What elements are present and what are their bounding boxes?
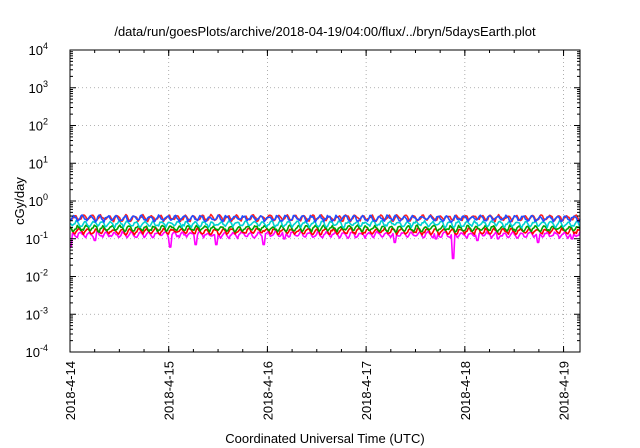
x-tick-label: 2018-4-18 bbox=[458, 361, 473, 420]
series-line bbox=[69, 214, 581, 223]
y-tick-label: 103 bbox=[29, 79, 48, 96]
grid bbox=[69, 49, 580, 353]
y-axis-label: cGy/day bbox=[12, 177, 27, 225]
x-axis-label: Coordinated Universal Time (UTC) bbox=[225, 431, 424, 446]
x-tick-label: 2018-4-17 bbox=[359, 361, 374, 420]
series-line bbox=[69, 224, 581, 233]
x-tick-label: 2018-4-14 bbox=[63, 361, 78, 420]
y-tick-labels: 10-4 10-3 10-2 10-1 100 101 102 103 104 bbox=[26, 41, 48, 360]
series-line bbox=[69, 219, 581, 229]
y-tick-label: 10-4 bbox=[26, 343, 48, 360]
series-group bbox=[69, 213, 581, 260]
y-tick-label: 101 bbox=[29, 154, 48, 171]
y-tick-label: 104 bbox=[29, 41, 48, 58]
x-tick-label: 2018-4-16 bbox=[260, 361, 275, 420]
series-line bbox=[69, 227, 581, 236]
ticks bbox=[69, 49, 580, 353]
chart-title: /data/run/goesPlots/archive/2018-04-19/0… bbox=[114, 24, 536, 39]
x-tick-label: 2018-4-15 bbox=[162, 361, 177, 420]
y-tick-label: 102 bbox=[29, 117, 48, 134]
y-tick-label: 10-3 bbox=[26, 305, 48, 322]
series-line bbox=[70, 230, 581, 260]
y-tick-label: 10-2 bbox=[26, 268, 48, 285]
x-tick-label: 2018-4-19 bbox=[557, 361, 572, 420]
y-tick-label: 10-1 bbox=[26, 230, 48, 247]
x-tick-labels: 2018-4-14 2018-4-15 2018-4-16 2018-4-17 2018… bbox=[63, 361, 572, 420]
y-tick-label: 100 bbox=[29, 192, 48, 209]
